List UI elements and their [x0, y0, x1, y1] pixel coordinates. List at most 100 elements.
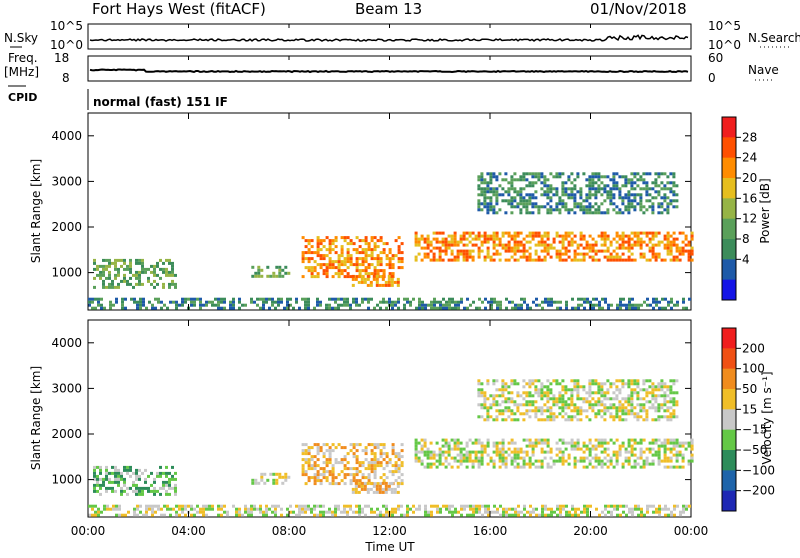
data-cell — [483, 444, 487, 448]
data-cell — [642, 403, 646, 407]
data-cell — [630, 403, 634, 407]
data-cell — [480, 450, 484, 454]
data-cell — [142, 297, 145, 301]
data-cell — [159, 474, 162, 478]
data-cell — [624, 181, 628, 185]
data-cell — [384, 487, 388, 491]
data-cell — [582, 258, 586, 262]
data-cell — [615, 409, 619, 413]
data-cell — [540, 391, 544, 395]
data-cell — [687, 459, 691, 463]
xtick-label: 00:00 — [71, 524, 106, 538]
data-cell — [385, 300, 388, 304]
data-cell — [478, 306, 481, 310]
data-cell — [328, 452, 332, 456]
data-cell — [514, 507, 517, 511]
data-cell — [513, 196, 517, 200]
data-cell — [432, 462, 436, 466]
data-cell — [654, 184, 658, 188]
data-cell — [364, 239, 368, 243]
data-cell — [615, 459, 619, 463]
data-cell — [363, 487, 367, 491]
data-cell — [507, 234, 511, 238]
colorbar-swatch — [722, 157, 736, 179]
data-cell — [633, 172, 637, 176]
data-cell — [465, 255, 469, 259]
data-cell — [654, 385, 658, 389]
data-cell — [202, 510, 205, 514]
data-cell — [325, 272, 329, 276]
data-cell — [105, 471, 108, 475]
data-cell — [417, 240, 421, 244]
data-cell — [493, 297, 496, 301]
data-cell — [495, 175, 499, 179]
data-cell — [627, 237, 631, 241]
data-cell — [669, 190, 673, 194]
data-cell — [211, 303, 214, 307]
data-cell — [600, 193, 604, 197]
data-cell — [448, 303, 451, 307]
data-cell — [664, 504, 667, 508]
data-cell — [639, 453, 643, 457]
data-cell — [132, 471, 135, 475]
data-cell — [646, 504, 649, 508]
data-cell — [531, 409, 535, 413]
data-cell — [355, 449, 359, 453]
velocity-panel-cells — [88, 379, 694, 517]
data-cell — [444, 444, 448, 448]
data-cell — [637, 504, 640, 508]
data-cell — [546, 252, 550, 256]
colorbar-frame — [721, 116, 737, 301]
data-cell — [346, 257, 350, 261]
data-cell — [415, 507, 418, 511]
data-cell — [594, 172, 598, 176]
data-cell — [600, 403, 604, 407]
data-cell — [577, 513, 580, 517]
data-cell — [193, 300, 196, 304]
data-cell — [636, 243, 640, 247]
data-cell — [301, 504, 304, 508]
data-cell — [504, 456, 508, 460]
data-cell — [558, 412, 562, 416]
data-cell — [517, 513, 520, 517]
data-cell — [103, 507, 106, 511]
cpid-label: CPID — [8, 91, 37, 104]
data-cell — [397, 245, 401, 249]
data-cell — [366, 481, 370, 485]
data-cell — [628, 507, 631, 511]
data-cell — [316, 446, 320, 450]
data-cell — [681, 252, 685, 256]
data-cell — [646, 507, 649, 511]
data-cell — [435, 453, 439, 457]
data-cell — [403, 303, 406, 307]
data-cell — [301, 470, 305, 474]
colorbar-swatch — [722, 239, 736, 260]
data-cell — [636, 391, 640, 395]
data-cell — [144, 267, 147, 271]
data-cell — [556, 300, 559, 304]
data-cell — [648, 385, 652, 389]
data-cell — [301, 473, 305, 477]
data-cell — [486, 172, 490, 176]
data-cell — [313, 513, 316, 517]
data-cell — [510, 246, 514, 250]
data-cell — [615, 388, 619, 392]
data-cell — [549, 406, 553, 410]
data-cell — [378, 490, 382, 494]
data-cell — [153, 267, 156, 271]
data-cell — [495, 243, 499, 247]
data-cell — [391, 266, 395, 270]
data-cell — [657, 456, 661, 460]
data-cell — [144, 477, 147, 481]
data-cell — [367, 263, 371, 267]
data-cell — [663, 415, 667, 419]
ytick-label: 3000 — [51, 174, 82, 188]
data-cell — [594, 391, 598, 395]
data-cell — [364, 467, 368, 471]
data-cell — [433, 306, 436, 310]
data-cell — [579, 208, 583, 212]
data-cell — [462, 252, 466, 256]
colorbar-swatch — [722, 218, 736, 240]
data-cell — [487, 510, 490, 514]
data-cell — [540, 462, 544, 466]
